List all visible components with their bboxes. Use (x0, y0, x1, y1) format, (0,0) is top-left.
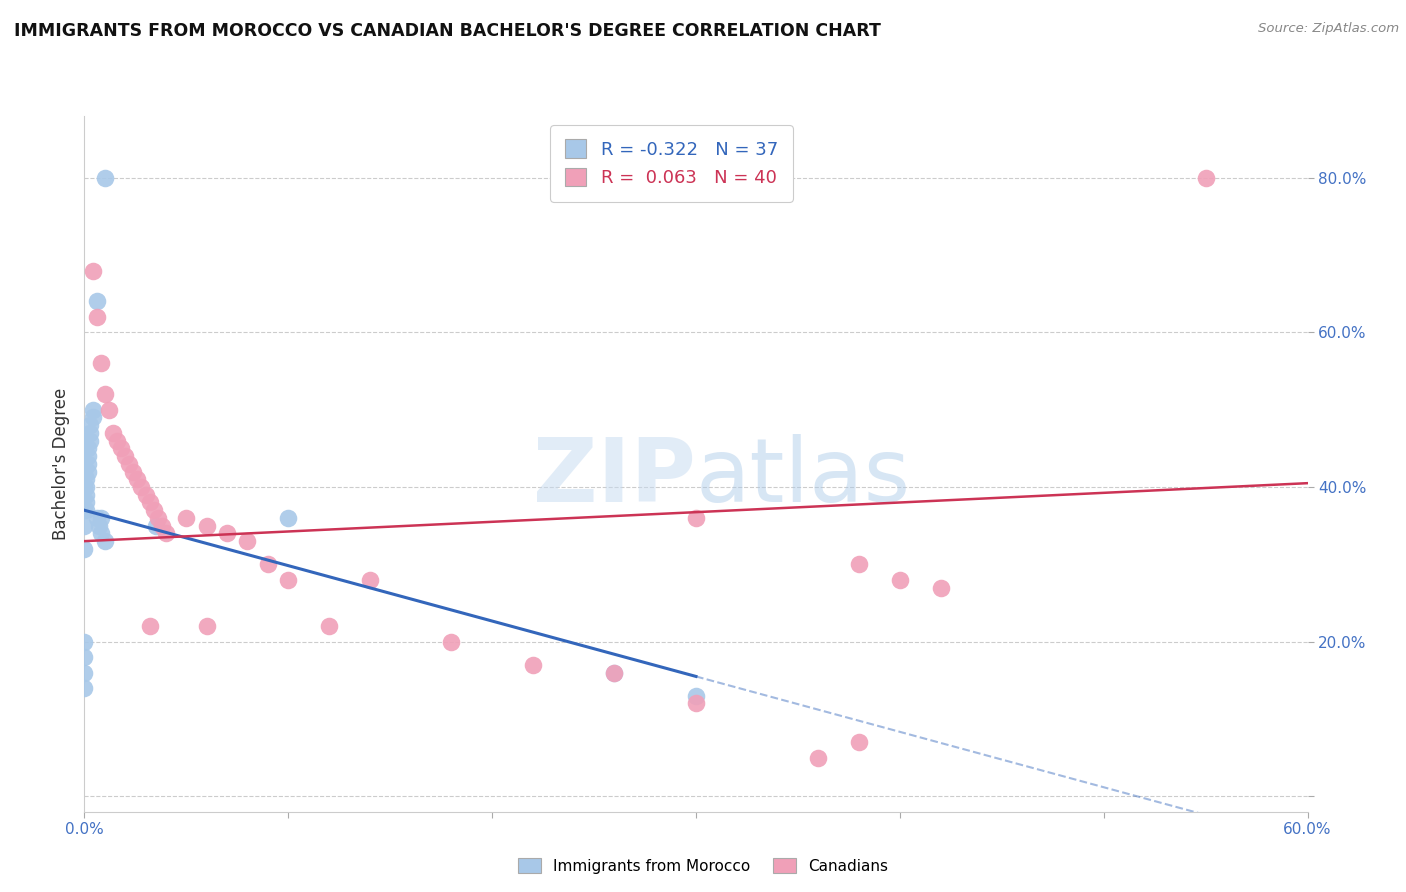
Point (318, 619, 340, 633)
Point (685, 511, 707, 525)
Point (685, 689, 707, 703)
Point (73, 665, 96, 680)
Point (79, 425, 101, 440)
Point (86, 310, 108, 324)
Point (848, 735, 870, 749)
Point (440, 634, 463, 648)
Legend: R = -0.322   N = 37, R =  0.063   N = 40: R = -0.322 N = 37, R = 0.063 N = 40 (550, 125, 793, 202)
Point (82, 263, 104, 277)
Point (73, 442, 96, 456)
Point (359, 573, 381, 587)
Point (127, 472, 149, 486)
Point (685, 697, 707, 711)
Point (79, 434, 101, 448)
Point (122, 465, 145, 479)
Point (146, 511, 169, 525)
Point (110, 442, 132, 456)
Point (603, 665, 626, 680)
Point (131, 480, 153, 494)
Point (93, 387, 115, 401)
Point (97, 402, 120, 417)
Point (73, 650, 96, 665)
Point (138, 619, 160, 633)
Point (77, 457, 100, 471)
Point (73, 681, 96, 695)
Point (142, 503, 165, 517)
Point (105, 434, 128, 448)
Point (236, 534, 259, 549)
Point (73, 465, 96, 479)
Point (145, 518, 167, 533)
Point (118, 457, 141, 471)
Point (114, 449, 136, 463)
Point (522, 657, 544, 672)
Point (155, 526, 177, 541)
Point (75, 503, 97, 517)
Point (90, 356, 112, 370)
Legend: Immigrants from Morocco, Canadians: Immigrants from Morocco, Canadians (512, 852, 894, 880)
Point (79, 418, 101, 433)
Text: Source: ZipAtlas.com: Source: ZipAtlas.com (1258, 22, 1399, 36)
Point (93, 534, 115, 549)
Point (87, 518, 110, 533)
Text: IMMIGRANTS FROM MOROCCO VS CANADIAN BACHELOR'S DEGREE CORRELATION CHART: IMMIGRANTS FROM MOROCCO VS CANADIAN BACH… (14, 22, 882, 40)
Point (77, 449, 100, 463)
Point (75, 480, 97, 494)
Point (75, 495, 97, 509)
Point (73, 541, 96, 556)
Point (75, 488, 97, 502)
Point (73, 480, 96, 494)
Point (195, 518, 218, 533)
Point (889, 573, 911, 587)
Point (150, 518, 173, 533)
Point (1195, 170, 1218, 185)
Point (77, 465, 100, 479)
Point (257, 558, 280, 572)
Point (101, 425, 124, 440)
Text: ZIP: ZIP (533, 434, 696, 521)
Point (90, 526, 112, 541)
Point (90, 511, 112, 525)
Point (73, 457, 96, 471)
Point (277, 573, 299, 587)
Text: atlas: atlas (696, 434, 911, 521)
Point (75, 472, 97, 486)
Point (73, 518, 96, 533)
Point (138, 495, 160, 509)
Point (86, 294, 108, 309)
Point (82, 410, 104, 425)
Point (86, 511, 108, 525)
Point (848, 558, 870, 572)
Point (93, 170, 115, 185)
Point (174, 511, 197, 525)
Point (77, 442, 100, 456)
Point (277, 511, 299, 525)
Point (929, 581, 952, 595)
Point (603, 665, 626, 680)
Point (217, 526, 239, 541)
Point (73, 634, 96, 648)
Point (807, 750, 830, 764)
Y-axis label: Bachelor's Degree: Bachelor's Degree (52, 388, 70, 540)
Point (73, 434, 96, 448)
Point (135, 488, 157, 502)
Point (82, 402, 104, 417)
Point (195, 619, 218, 633)
Point (73, 503, 96, 517)
